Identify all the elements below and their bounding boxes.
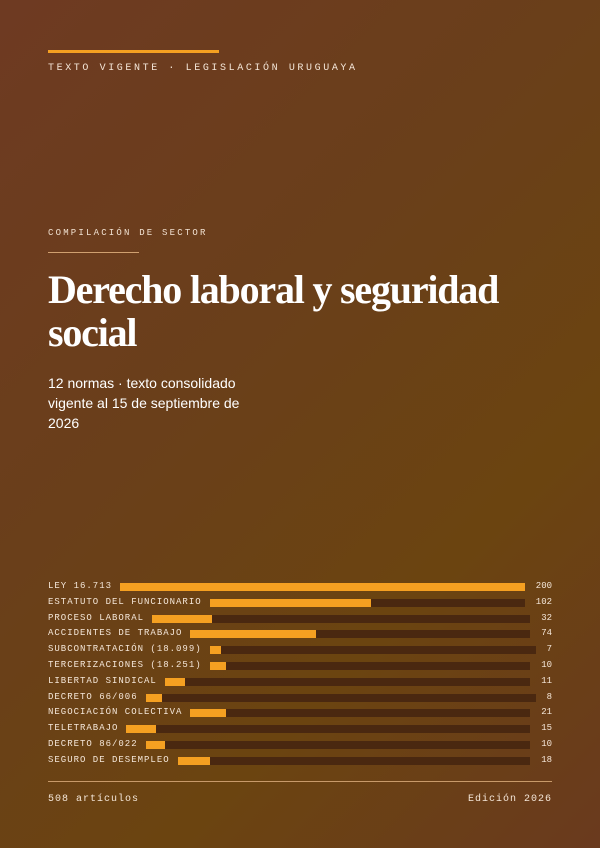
bar-label: ESTATUTO DEL FUNCIONARIO	[48, 596, 202, 607]
bar-value: 7	[546, 644, 552, 655]
bar-label: LEY 16.713	[48, 581, 113, 591]
page-title: Derecho laboral y seguridad social	[48, 267, 499, 355]
bar-value: 74	[541, 628, 552, 639]
bar-row: DECRETO 86/022 10	[48, 737, 552, 753]
bar-label: DECRETO 66/006	[48, 691, 138, 702]
bar-label: LIBERTAD SINDICAL	[48, 675, 157, 686]
bar-row: LEY 16.713 200	[48, 579, 552, 595]
kicker-rule	[48, 252, 139, 253]
bar-label: ACCIDENTES DE TRABAJO	[48, 628, 183, 639]
bar	[210, 646, 222, 655]
subtitle: 12 normas · texto consolidado vigente al…	[48, 375, 240, 431]
bar-value: 10	[541, 660, 552, 670]
bar-label: TERCERIZACIONES (18.251)	[48, 660, 202, 670]
bar-track	[190, 630, 530, 639]
bar-row: SEGURO DE DESEMPLEO 18	[48, 753, 552, 769]
bar	[190, 709, 226, 718]
bar-track	[210, 598, 525, 607]
bar-row: ACCIDENTES DE TRABAJO 74	[48, 626, 552, 642]
bar-value: 8	[546, 691, 552, 702]
bar-track	[190, 709, 530, 718]
bar-track	[165, 677, 530, 686]
bar	[120, 583, 525, 591]
bar-track	[178, 756, 530, 765]
articles-bar-chart: LEY 16.713 200 ESTATUTO DEL FUNCIONARIO 102…	[48, 579, 552, 769]
bar-label: PROCESO LABORAL	[48, 612, 145, 623]
bar-label: SEGURO DE DESEMPLEO	[48, 754, 170, 765]
bar-track	[126, 725, 530, 734]
bar-value: 200	[535, 581, 552, 591]
bar	[178, 756, 210, 765]
bar-row: NEGOCIACIÓN COLECTIVA 21	[48, 705, 552, 721]
bar-row: PROCESO LABORAL 32	[48, 611, 552, 627]
bar-label: TELETRABAJO	[48, 723, 119, 734]
bar-value: 102	[535, 596, 552, 607]
kicker-label: COMPILACIÓN DE SECTOR	[48, 228, 208, 238]
bar-row: LIBERTAD SINDICAL 11	[48, 674, 552, 690]
bar-row: SUBCONTRATACIÓN (18.099) 7	[48, 642, 552, 658]
bar-track	[120, 583, 525, 591]
edition-label: Edición 2026	[467, 794, 552, 805]
bar-row: ESTATUTO DEL FUNCIONARIO 102	[48, 595, 552, 611]
bar-row: TERCERIZACIONES (18.251) 10	[48, 658, 552, 674]
bar-value: 10	[541, 739, 552, 749]
header-tag: TEXTO VIGENTE · LEGISLACIÓN URUGUAYA	[48, 63, 358, 74]
bar	[210, 598, 371, 607]
bar	[152, 614, 213, 623]
bar-label: DECRETO 86/022	[48, 739, 138, 749]
bar-row: TELETRABAJO 15	[48, 721, 552, 737]
bar-value: 11	[541, 675, 552, 686]
bar-track	[146, 741, 530, 749]
bar-track	[146, 693, 536, 702]
bar	[190, 630, 316, 639]
bar-value: 15	[541, 723, 552, 734]
bar-label: NEGOCIACIÓN COLECTIVA	[48, 707, 183, 718]
bar	[210, 662, 226, 670]
bar-track	[152, 614, 530, 623]
bar	[126, 725, 157, 734]
bar-track	[210, 662, 530, 670]
top-accent-rule	[48, 50, 219, 53]
bar-value: 21	[541, 707, 552, 718]
bar	[146, 693, 162, 702]
bottom-rule	[48, 781, 552, 782]
bar-label: SUBCONTRATACIÓN (18.099)	[48, 644, 202, 655]
bar-value: 32	[541, 612, 552, 623]
bar-track	[210, 646, 536, 655]
article-count: 508 artículos	[48, 794, 140, 805]
bar-value: 18	[541, 754, 552, 765]
bar-row: DECRETO 66/006 8	[48, 690, 552, 706]
bar	[146, 741, 166, 749]
bar	[165, 677, 186, 686]
